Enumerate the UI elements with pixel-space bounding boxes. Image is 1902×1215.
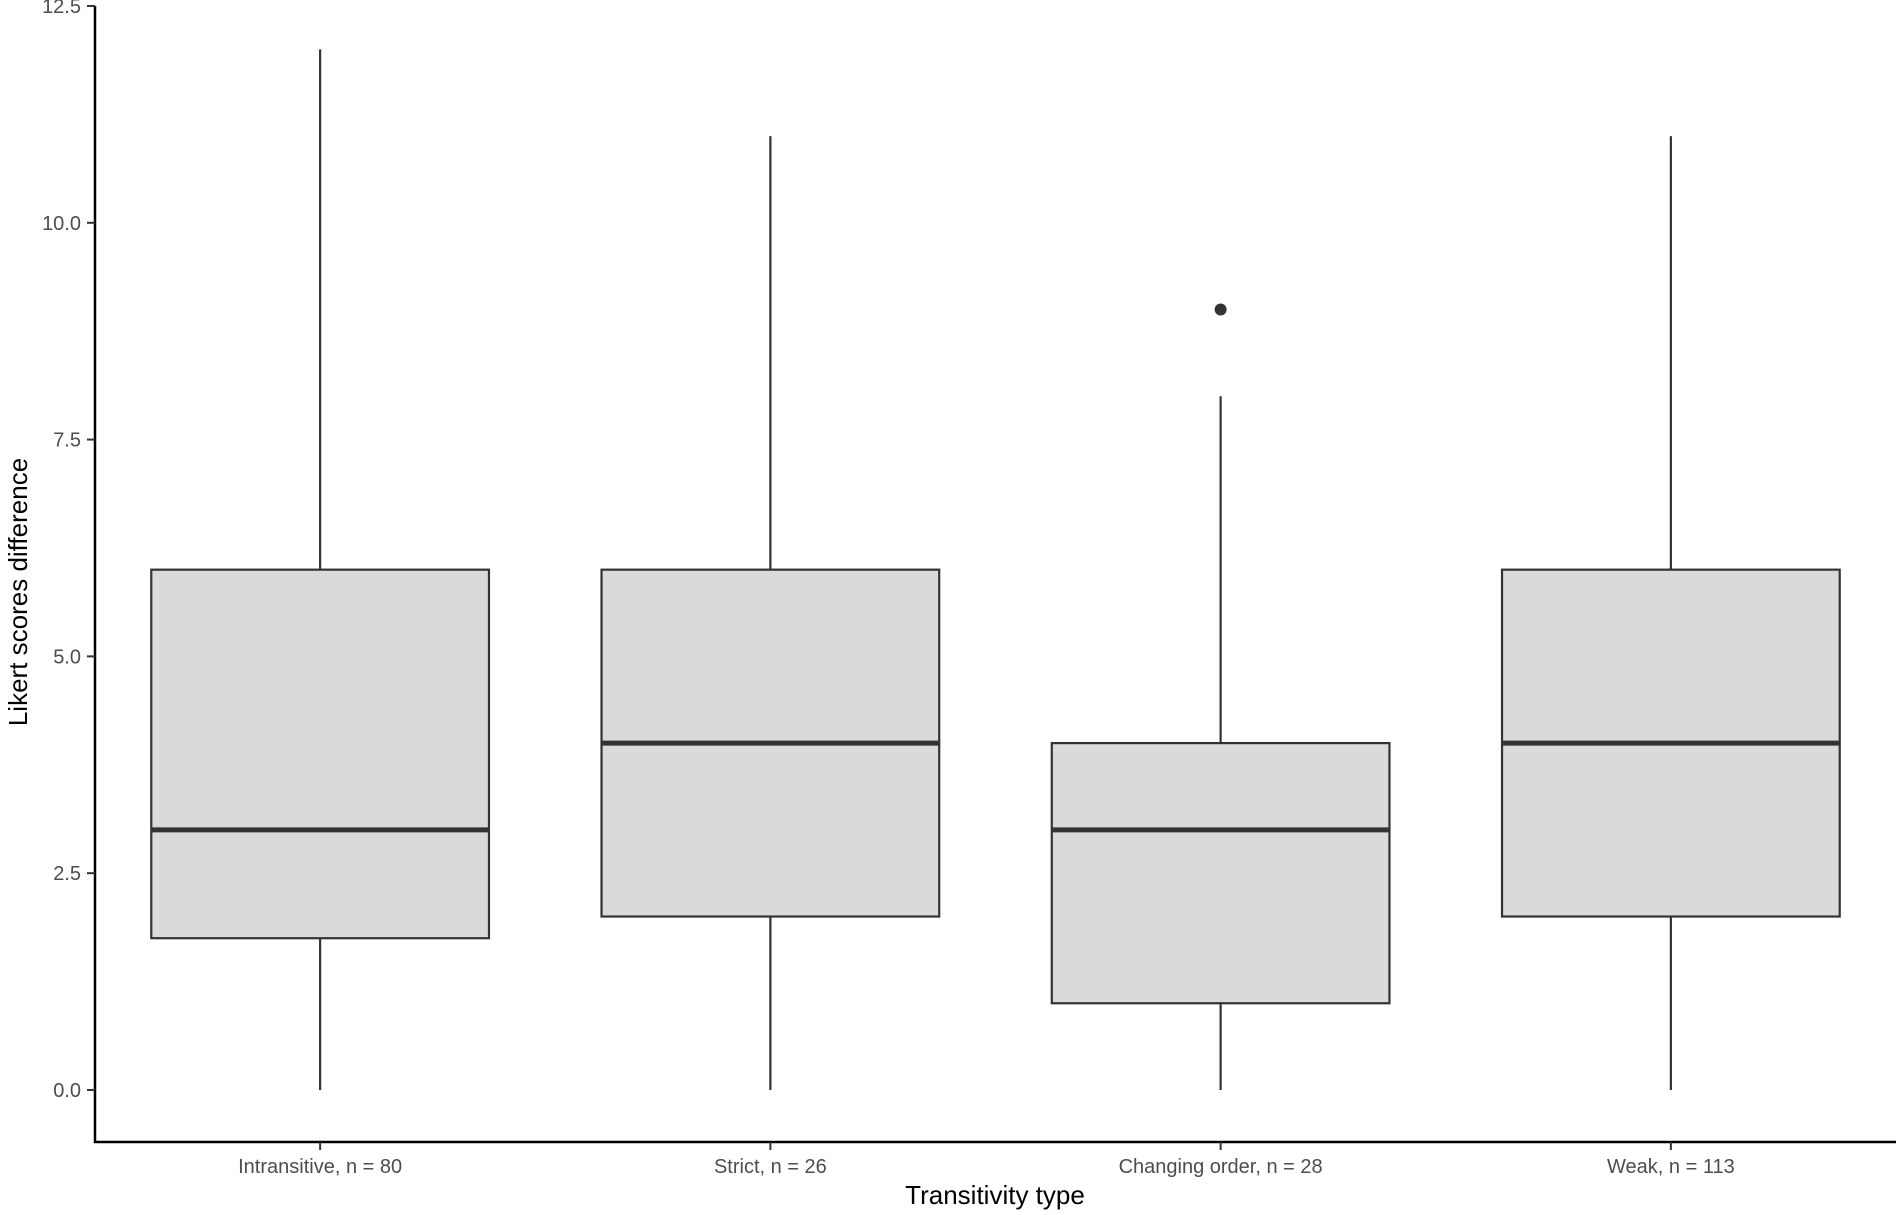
y-tick-label: 5.0 — [53, 646, 81, 668]
box-iqr — [150, 568, 491, 940]
y-tick-label: 0.0 — [53, 1080, 81, 1102]
x-tick-label: Changing order, n = 28 — [1119, 1156, 1323, 1178]
y-ticks: 0.0 2.5 5.0 7.5 10.0 12.5 — [42, 0, 95, 1102]
outlier-point — [1214, 303, 1227, 316]
axes — [93, 6, 1896, 1144]
box-iqr — [1050, 741, 1391, 1005]
y-tick-label: 2.5 — [53, 863, 81, 885]
box-group — [1050, 303, 1391, 1090]
x-tick-label: Intransitive, n = 80 — [238, 1156, 402, 1178]
y-tick-label: 10.0 — [42, 213, 81, 235]
x-ticks: Intransitive, n = 80 Strict, n = 26 Changi… — [238, 1142, 1735, 1178]
y-axis-title: Likert scores difference — [3, 458, 33, 726]
plot-area — [150, 49, 1841, 1090]
y-tick-label: 12.5 — [42, 0, 81, 18]
box-group — [150, 49, 491, 1090]
box-group — [1500, 136, 1841, 1090]
x-axis-title: Transitivity type — [905, 1180, 1085, 1210]
x-tick-label: Strict, n = 26 — [714, 1156, 827, 1178]
y-tick-label: 7.5 — [53, 430, 81, 452]
x-tick-label: Weak, n = 113 — [1607, 1156, 1735, 1178]
box-group — [600, 136, 941, 1090]
